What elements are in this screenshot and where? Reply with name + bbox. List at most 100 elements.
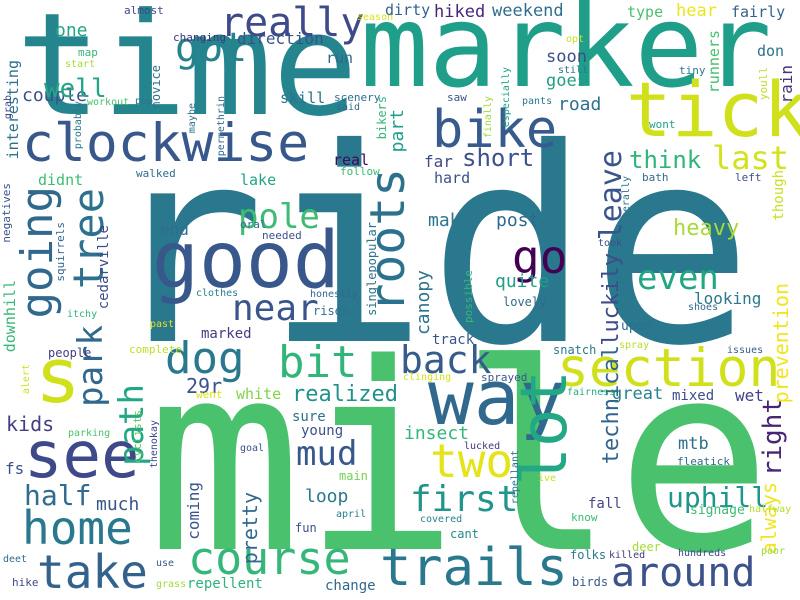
- word-grass: grass: [156, 579, 187, 590]
- word-spray: spray: [619, 340, 650, 351]
- word-back: back: [400, 338, 492, 382]
- word-hiked: hiked: [434, 2, 486, 22]
- word-covered: covered: [420, 514, 463, 525]
- word-cyclists: cyclists: [131, 410, 144, 463]
- word-type: type: [627, 3, 664, 21]
- word-went: went: [196, 388, 223, 401]
- word-grab: grab: [3, 95, 14, 120]
- word-well: well: [44, 74, 107, 104]
- word-ive: ive: [538, 473, 557, 484]
- word-lucked: lucked: [464, 441, 501, 452]
- word-left: left: [735, 171, 762, 184]
- word-possible: possible: [462, 270, 475, 323]
- word-marker: marker: [360, 0, 772, 113]
- word-follow: follow: [340, 165, 380, 178]
- word-luckily: luckily: [599, 253, 624, 346]
- word-especially: especially: [501, 67, 512, 128]
- word-looking: looking: [694, 289, 762, 308]
- word-got: got: [175, 25, 248, 71]
- word-track: track: [432, 332, 475, 348]
- word-fleatick: fleatick: [677, 455, 730, 468]
- word-honestly: honestly: [310, 289, 359, 300]
- word-mud: mud: [296, 434, 358, 474]
- word-bath: bath: [642, 171, 669, 184]
- word-good: good: [152, 216, 340, 306]
- word-hard: hard: [434, 169, 471, 187]
- word-far: far: [424, 152, 453, 171]
- word-really: really: [220, 0, 365, 46]
- word-rises: rises: [313, 304, 350, 318]
- word-pants: pants: [522, 96, 553, 107]
- word-post: post: [496, 210, 540, 231]
- word-last: last: [712, 139, 790, 177]
- word-ride: ride: [103, 90, 754, 405]
- word-tick: tick: [626, 65, 800, 154]
- word-downhill: downhill: [1, 280, 19, 353]
- word-opt: opt: [566, 34, 585, 45]
- word-people: people: [48, 346, 92, 360]
- word-way: way: [428, 353, 566, 442]
- word-fairly: fairly: [731, 3, 786, 21]
- word-negatives: negatives: [0, 183, 13, 243]
- word-took: took: [598, 238, 623, 249]
- word-still: still: [558, 65, 589, 76]
- word-s: s: [35, 331, 81, 420]
- word-heavy: heavy: [673, 216, 740, 241]
- word-skill: skill: [280, 89, 326, 107]
- word-goal: goal: [240, 443, 265, 454]
- word-think: think: [629, 146, 702, 174]
- word-itchy: itchy: [67, 309, 98, 320]
- word-dog: dog: [165, 333, 245, 384]
- word-clothes: clothes: [196, 288, 239, 299]
- word-wet: wet: [735, 386, 764, 405]
- word-kids: kids: [6, 412, 55, 436]
- word-bit: bit: [278, 337, 358, 388]
- word-time: time: [16, 0, 358, 148]
- word-workout: workout: [87, 97, 130, 108]
- word-insect: insect: [404, 423, 470, 444]
- word-birds: birds: [572, 575, 609, 589]
- word-coming: coming: [184, 482, 203, 540]
- word-runners: runners: [705, 30, 723, 94]
- word-alert: alert: [21, 364, 32, 395]
- word-pup: pup: [135, 96, 154, 107]
- word-white: white: [236, 385, 282, 403]
- word-lovely: lovely: [503, 295, 547, 309]
- word-short: short: [462, 144, 535, 172]
- word-scenery: scenery: [334, 91, 381, 104]
- word-trails: trails: [380, 538, 568, 598]
- word-even: even: [637, 258, 719, 298]
- word-prevention: prevention: [769, 283, 793, 404]
- word-quite: quite: [495, 271, 550, 292]
- word-one: one: [55, 20, 88, 41]
- word-maybe: maybe: [187, 103, 198, 134]
- word-youll: youll: [757, 67, 770, 101]
- word-rain: rain: [777, 65, 796, 104]
- word-sure: sure: [292, 409, 326, 425]
- word-mtb: mtb: [678, 434, 709, 454]
- word-see: see: [24, 419, 140, 493]
- word-course: course: [188, 532, 351, 585]
- word-snatch: snatch: [553, 343, 597, 357]
- word-though: though: [771, 170, 787, 221]
- word-map: map: [78, 46, 98, 59]
- word-clockwise: clockwise: [22, 113, 310, 174]
- word-halfway: halfway: [749, 504, 792, 515]
- word-go: go: [512, 230, 568, 284]
- word-canopy: canopy: [413, 270, 434, 336]
- word-weekend: weekend: [492, 1, 564, 21]
- word-pole: pole: [238, 197, 320, 237]
- word-needed: needed: [262, 229, 302, 242]
- word-deet: deet: [3, 554, 28, 565]
- word-take: take: [37, 545, 148, 599]
- word-half: half: [24, 479, 92, 512]
- word-fun: fun: [295, 521, 317, 535]
- word-said: said: [336, 102, 361, 113]
- word-cedarville: cedarville: [96, 225, 112, 310]
- word-two: two: [430, 434, 514, 488]
- word-goes: goes: [546, 71, 587, 91]
- word-first: first: [410, 479, 519, 520]
- word-almost: almost: [124, 4, 164, 17]
- word-shoes: shoes: [688, 302, 719, 313]
- word-issues: issues: [727, 345, 764, 356]
